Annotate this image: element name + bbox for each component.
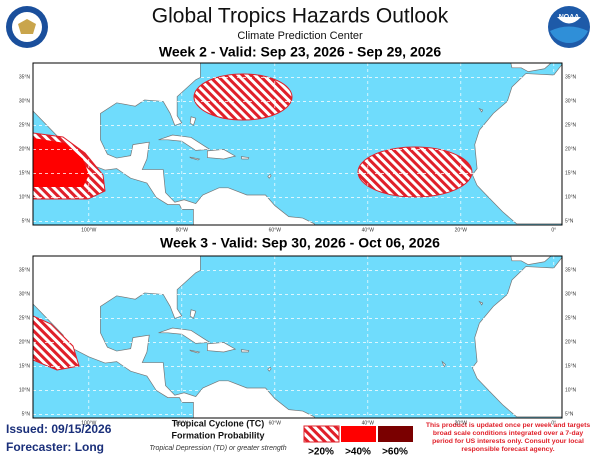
lat-label: 20°N (565, 147, 577, 153)
lat-label: 20°N (19, 147, 31, 153)
lat-label: 10°N (565, 388, 577, 394)
subtitle: Climate Prediction Center (237, 30, 363, 42)
disclaimer: This product is updated once per week an… (426, 422, 591, 429)
issued: Issued: 09/15/2026 (6, 422, 112, 436)
hazard-area (33, 315, 80, 371)
lon-label: 80°W (176, 227, 189, 233)
map-panel: 100°W 80°W 60°W 40°W 20°W 0° 35°N 35°N 30°N 30°N 2… (19, 62, 577, 233)
lat-label: 25°N (565, 316, 577, 322)
legend-label: >40% (345, 447, 371, 458)
lat-label: 30°N (565, 292, 577, 298)
forecaster: Forecaster: Long (6, 440, 104, 454)
panel-heading: Week 3 - Valid: Sep 30, 2026 - Oct 06, 2… (160, 235, 440, 251)
map-panel: 100°W 80°W 60°W 40°W 20°W 0° 35°N 35°N 30°N 30°N 2… (19, 255, 577, 426)
lat-label: 30°N (19, 292, 31, 298)
panel-heading: Week 2 - Valid: Sep 23, 2026 - Sep 29, 2… (159, 44, 441, 60)
lat-label: 25°N (19, 316, 31, 322)
disclaimer: period for US interests only. Consult yo… (432, 438, 584, 445)
legend-title: Formation Probability (171, 430, 264, 440)
lat-label: 5°N (565, 412, 574, 418)
lon-label: 20°W (455, 227, 468, 233)
logo-text: NOAA (559, 14, 580, 21)
lat-label: 20°N (565, 340, 577, 346)
lon-label: 20°W (455, 420, 468, 426)
title: Global Tropics Hazards Outlook (152, 5, 449, 28)
disclaimer: broad scale conditions integrated over a… (433, 430, 584, 437)
map-frame (32, 62, 563, 226)
lat-label: 35°N (565, 268, 577, 274)
legend-label: >60% (382, 447, 408, 458)
lat-label: 15°N (565, 364, 577, 370)
lon-label: 60°W (269, 420, 282, 426)
disclaimer: responsible forecast agency. (461, 446, 554, 453)
lat-label: 5°N (565, 219, 574, 225)
lon-label: 100°W (81, 420, 96, 426)
legend-swatch (378, 426, 413, 442)
lon-label: 80°W (176, 420, 189, 426)
lat-label: 15°N (19, 171, 31, 177)
lat-label: 10°N (19, 195, 31, 201)
noaa-logo: NOAA (548, 6, 590, 48)
lon-label: 0° (551, 227, 556, 233)
lat-label: 30°N (19, 99, 31, 105)
legend-label: >20% (308, 447, 334, 458)
lon-label: 60°W (269, 227, 282, 233)
legend-swatch (341, 426, 376, 442)
lon-label: 100°W (81, 227, 96, 233)
hazard-area (193, 73, 293, 121)
legend-note: Tropical Depression (TD) or greater stre… (149, 445, 286, 452)
legend-swatch (303, 425, 340, 443)
lat-label: 10°N (565, 195, 577, 201)
map-frame (32, 255, 563, 419)
hazard-area (33, 138, 89, 187)
lat-label: 25°N (19, 123, 31, 129)
lat-label: 20°N (19, 340, 31, 346)
lat-label: 35°N (565, 75, 577, 81)
lat-label: 15°N (565, 171, 577, 177)
hazard-area (357, 146, 473, 198)
lat-label: 35°N (19, 75, 31, 81)
lat-label: 10°N (19, 388, 31, 394)
doc-logo (6, 6, 48, 48)
lat-label: 15°N (19, 364, 31, 370)
lat-label: 5°N (22, 412, 31, 418)
legend-title: Tropical Cyclone (TC) (172, 418, 265, 428)
lon-label: 0° (551, 420, 556, 426)
lat-label: 35°N (19, 268, 31, 274)
lon-label: 40°W (362, 227, 375, 233)
lon-label: 40°W (362, 420, 375, 426)
lat-label: 30°N (565, 99, 577, 105)
lat-label: 5°N (22, 219, 31, 225)
lat-label: 25°N (565, 123, 577, 129)
